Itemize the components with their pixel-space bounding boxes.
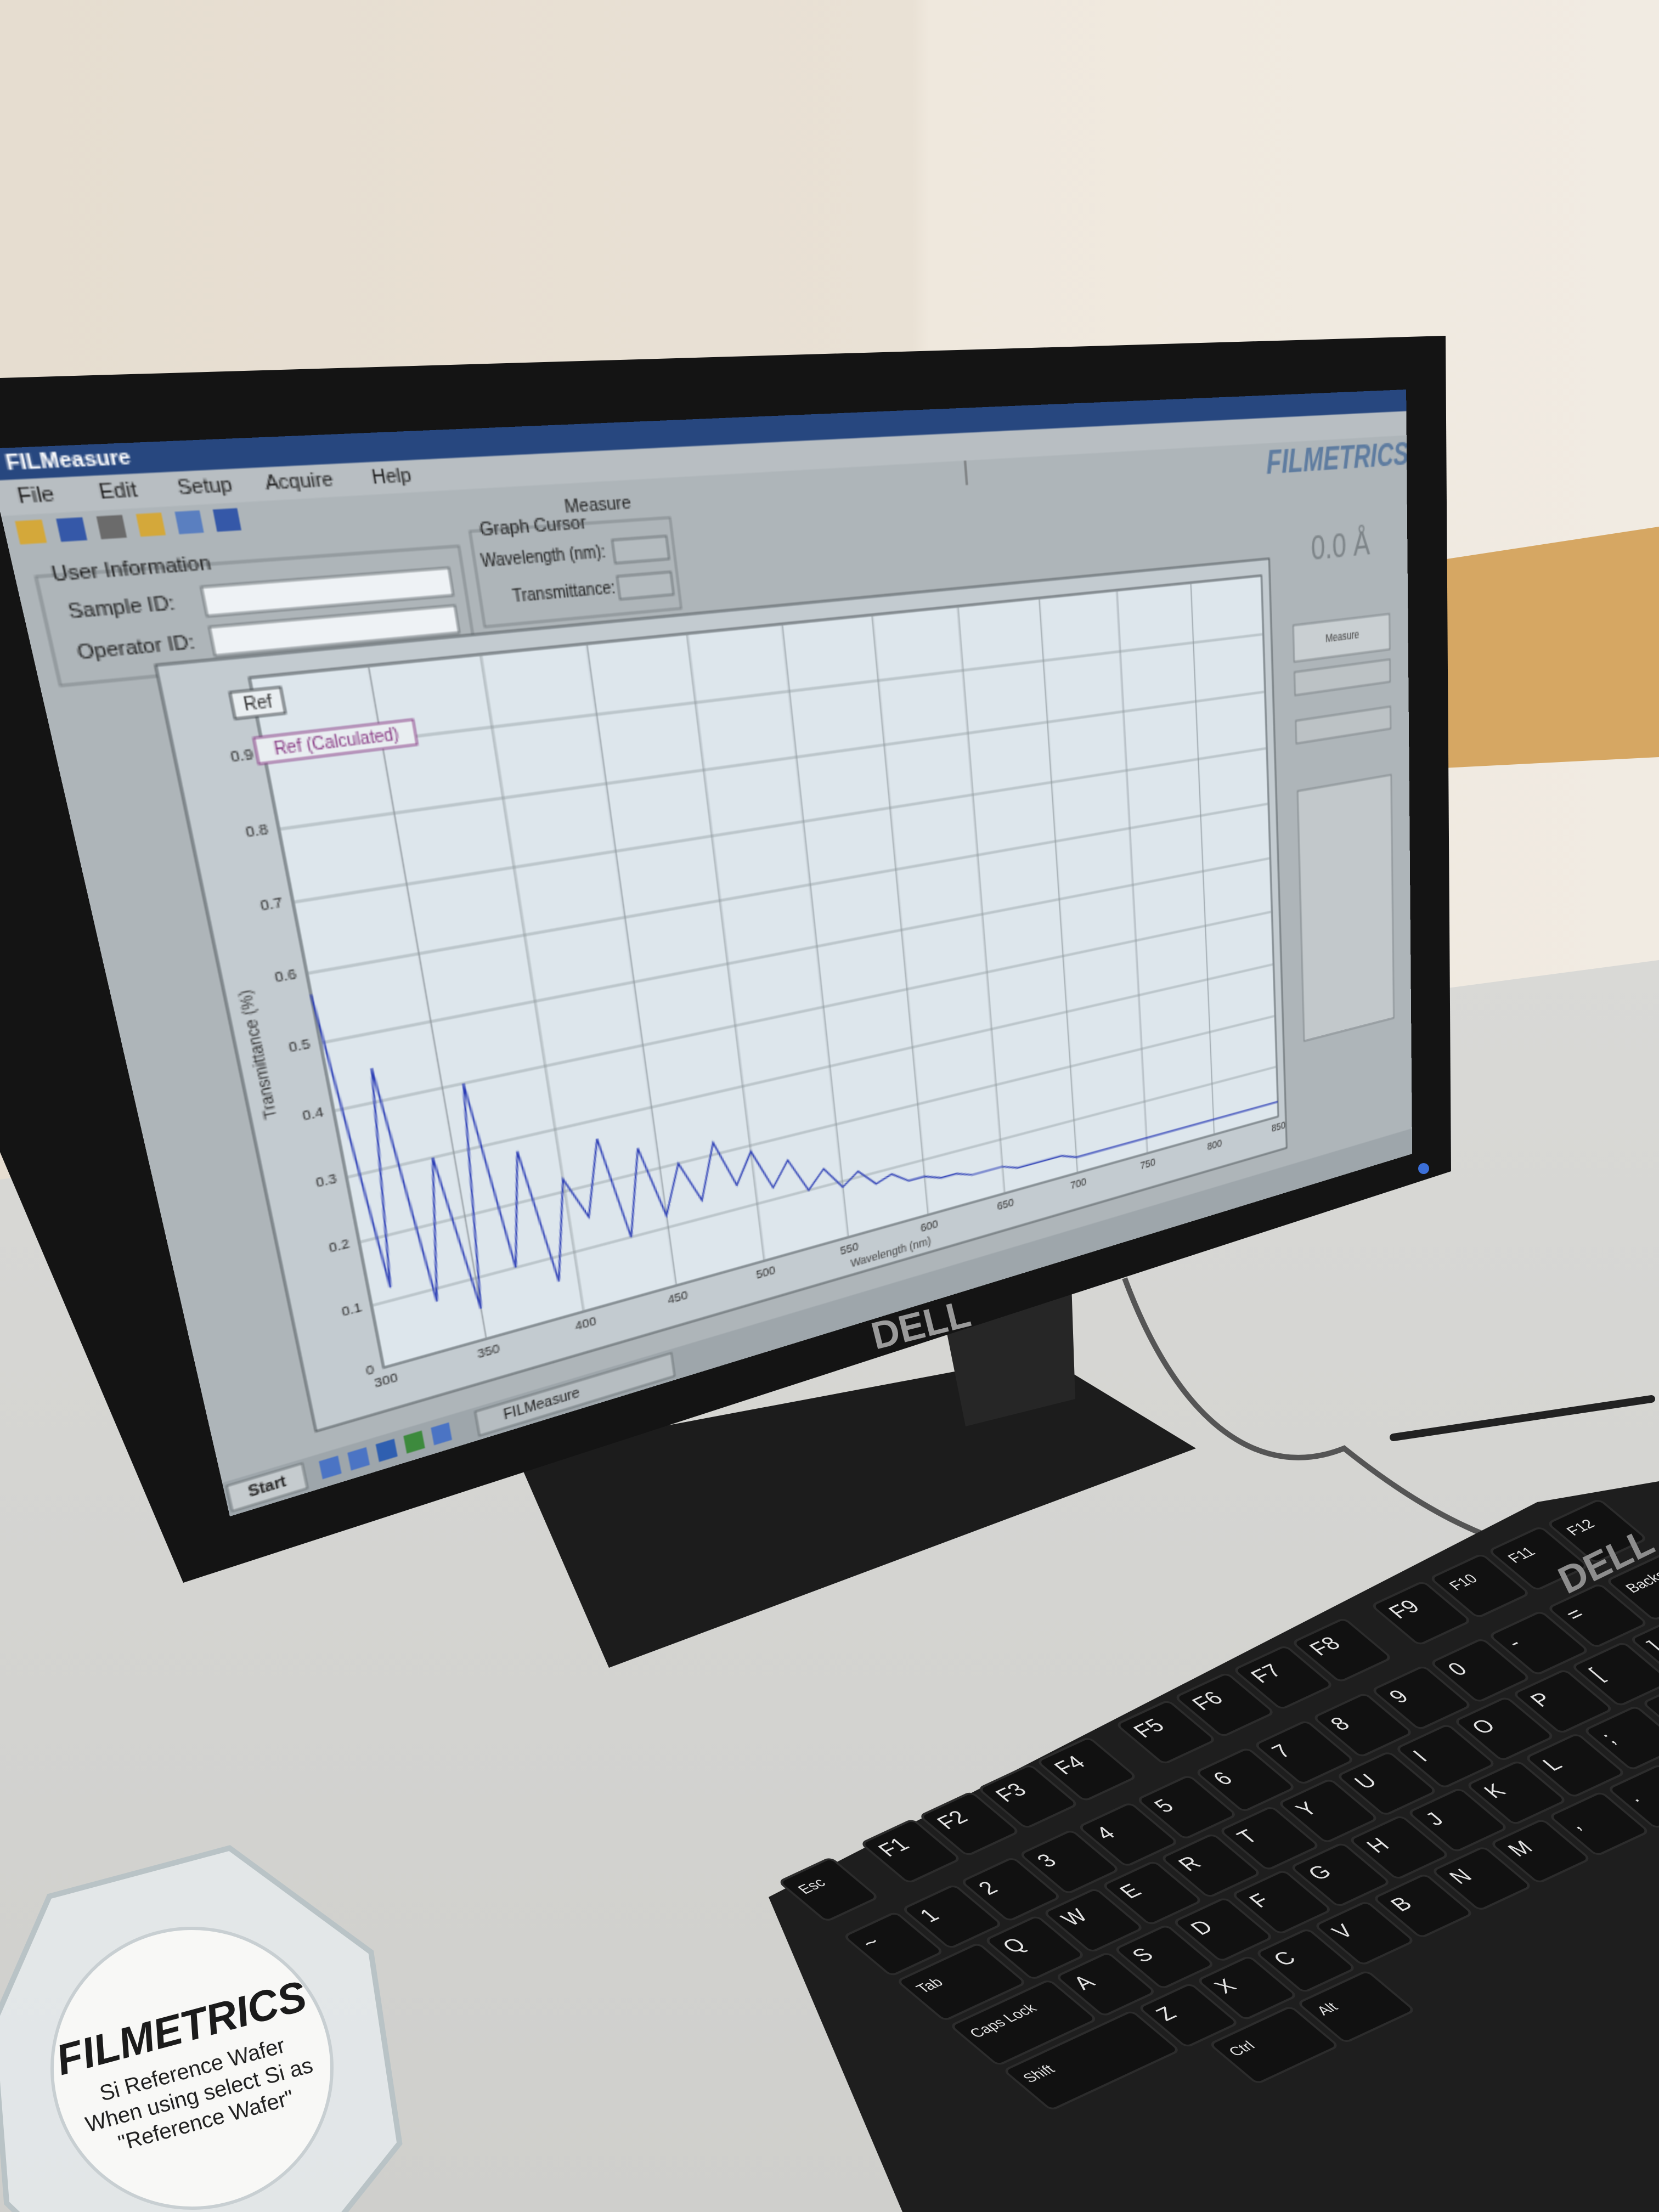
y-tick-label: 0.6 (273, 967, 298, 986)
legend-label: Ref (242, 692, 274, 714)
title-bar (0, 390, 1407, 481)
thickness-reading: 0.0 Å (1311, 523, 1370, 567)
filmeasure-window: FILMeasure File Edit Setup Acquire Help Measur… (0, 390, 1413, 1517)
menu-item[interactable]: Edit (97, 478, 139, 503)
toolbar-icon[interactable] (15, 520, 47, 545)
y-tick-label: 0 (365, 1363, 375, 1379)
menu-item[interactable]: Setup (175, 473, 234, 499)
toolbar-icon[interactable] (56, 517, 88, 542)
results-list (1297, 775, 1393, 1041)
readout-box (617, 572, 674, 599)
shelf (1443, 527, 1659, 768)
menu-item[interactable]: Help (370, 464, 413, 488)
plot-area (249, 575, 1278, 1368)
toolbar-icon[interactable] (212, 508, 241, 532)
menu-bar (0, 411, 1407, 516)
screwdriver (1390, 1395, 1655, 1441)
readout-box (612, 536, 669, 563)
power-led (1418, 1163, 1429, 1174)
toolbar-icon[interactable] (174, 510, 204, 534)
toolbar-icon[interactable] (96, 515, 127, 539)
menu-item[interactable]: File (15, 482, 57, 508)
y-tick-label: 0.8 (244, 821, 270, 841)
tab-label: Measure (563, 492, 633, 517)
menu-item[interactable]: Acquire (263, 468, 335, 494)
window-title: FILMeasure (3, 445, 133, 475)
y-tick-label: 0.7 (259, 895, 284, 915)
monitor-screen: FILMeasure File Edit Setup Acquire Help Measur… (0, 390, 1413, 1517)
y-tick-label: 0.9 (229, 746, 255, 766)
toolbar-icon[interactable] (136, 512, 166, 537)
